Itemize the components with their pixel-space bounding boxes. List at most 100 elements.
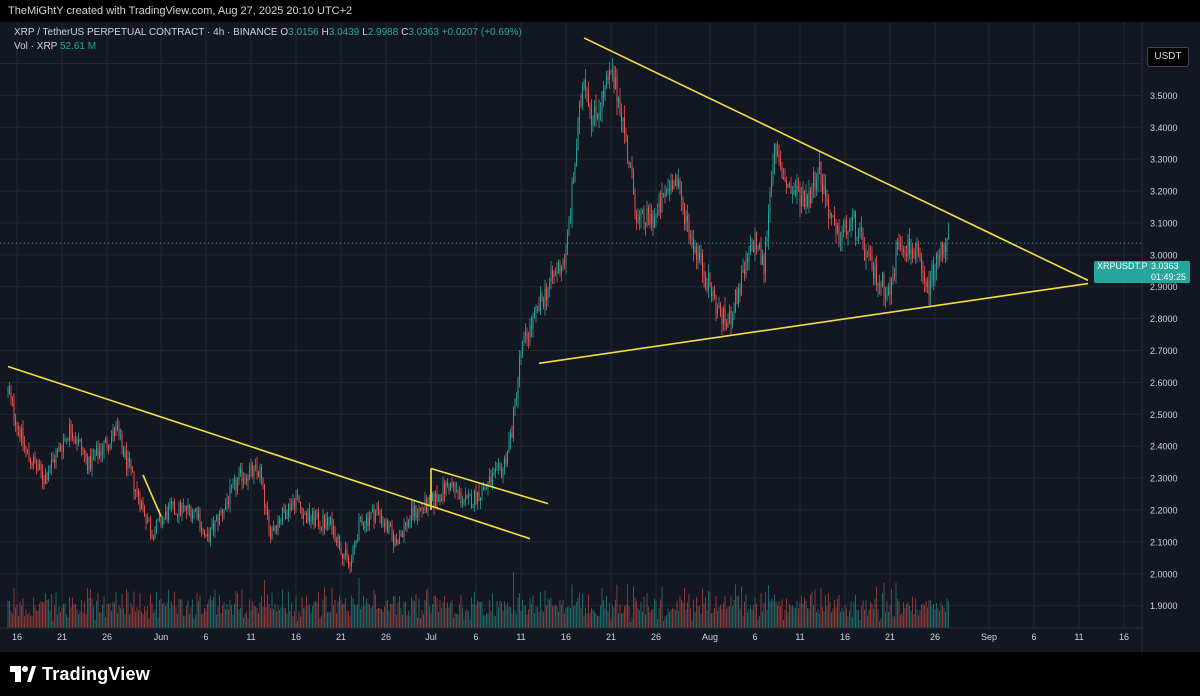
candle-body — [454, 483, 456, 491]
volume-bar — [186, 606, 187, 628]
volume-bar — [264, 579, 265, 628]
volume-bar — [255, 606, 256, 628]
candle-body — [907, 239, 909, 256]
volume-bar — [187, 600, 189, 628]
candle-body — [583, 80, 585, 88]
candle-body — [75, 438, 76, 442]
candle-body — [610, 70, 612, 72]
currency-button[interactable]: USDT — [1147, 47, 1189, 67]
candle-body — [766, 237, 768, 242]
candle-body — [682, 199, 684, 204]
candle-body — [493, 471, 495, 475]
candle-body — [138, 490, 139, 499]
volume-bar — [834, 599, 835, 628]
candle-body — [699, 251, 700, 261]
volume-bar — [126, 589, 127, 628]
candle-body — [640, 211, 642, 217]
candle-body — [148, 520, 150, 522]
volume-bar — [412, 600, 414, 628]
candle-body — [651, 213, 652, 225]
candle-body — [484, 488, 486, 491]
volume-bar — [805, 600, 807, 628]
candle-body — [313, 511, 315, 526]
tradingview-logo[interactable]: TradingView — [10, 662, 150, 686]
candle-body — [228, 501, 229, 505]
candle-body — [388, 524, 390, 533]
volume-bar — [792, 605, 793, 628]
volume-bar — [844, 605, 846, 628]
candle-body — [948, 233, 949, 239]
volume-bar — [903, 602, 904, 628]
volume-bar — [259, 602, 261, 628]
candle-body — [916, 243, 918, 252]
volume-value: 52.61 M — [59, 41, 97, 52]
volume-bar — [745, 594, 747, 628]
candle-body — [318, 512, 319, 527]
volume-bar — [286, 613, 288, 628]
candle-body — [421, 508, 423, 510]
candle-body — [693, 238, 694, 253]
volume-bar — [783, 620, 784, 628]
volume-bar — [220, 613, 222, 628]
volume-bar — [843, 611, 844, 628]
volume-bar — [280, 607, 282, 628]
price-chart[interactable]: 3.60003.50003.40003.30003.20003.10003.00… — [0, 22, 1200, 652]
volume-bar — [18, 616, 19, 628]
candle-body — [21, 428, 22, 440]
volume-bar — [865, 600, 867, 628]
volume-bar — [793, 607, 795, 628]
candle-body — [568, 220, 570, 234]
candle-body — [60, 446, 61, 450]
candle-body — [745, 258, 747, 275]
volume-bar — [240, 607, 241, 628]
price-tag-price: 3.0363 — [1151, 261, 1179, 271]
candle-body — [441, 499, 442, 502]
volume-bar — [918, 615, 919, 628]
candle-body — [397, 540, 399, 544]
candle-body — [390, 524, 391, 527]
candle-body — [591, 109, 592, 125]
volume-bar — [942, 605, 943, 628]
volume-bar — [766, 610, 768, 628]
candle-body — [217, 516, 219, 524]
candle-body — [550, 269, 552, 282]
candle-body — [481, 487, 483, 498]
volume-bar — [856, 609, 858, 628]
candle-body — [721, 315, 723, 325]
volume-bar — [295, 596, 297, 628]
volume-bar — [730, 595, 732, 628]
volume-bar — [846, 608, 847, 628]
candle-body — [717, 307, 718, 314]
volume-bar — [594, 611, 595, 628]
candle-body — [187, 504, 189, 511]
candle-body — [40, 464, 42, 472]
volume-legend[interactable]: Vol · XRP 52.61 M — [14, 41, 96, 52]
candle-body — [372, 508, 373, 513]
candle-body — [370, 512, 372, 519]
volume-bar — [219, 595, 220, 628]
candle-body — [924, 273, 925, 282]
volume-bar — [609, 602, 610, 628]
volume-bar — [381, 609, 382, 628]
volume-bar — [762, 611, 763, 628]
volume-bar — [813, 605, 814, 628]
chart-area[interactable]: 3.60003.50003.40003.30003.20003.10003.00… — [0, 22, 1200, 652]
volume-bar — [463, 619, 465, 628]
volume-bar — [300, 616, 301, 628]
volume-bar — [391, 603, 393, 628]
time-tick-label: 21 — [57, 632, 67, 642]
candle-body — [871, 256, 873, 266]
candle-body — [444, 483, 445, 494]
candle-body — [858, 228, 859, 238]
volume-bar — [744, 601, 745, 628]
candle-body — [780, 159, 781, 166]
volume-bar — [576, 602, 577, 628]
volume-bar — [781, 599, 783, 628]
candle-body — [178, 503, 180, 516]
symbol-legend[interactable]: XRP / TetherUS PERPETUAL CONTRACT · 4h ·… — [14, 27, 522, 38]
candle-body — [888, 286, 889, 295]
candle-body — [99, 451, 100, 458]
candle-body — [940, 242, 942, 258]
volume-bar — [256, 607, 258, 628]
symbol-title: XRP / TetherUS PERPETUAL CONTRACT · 4h ·… — [14, 27, 278, 38]
